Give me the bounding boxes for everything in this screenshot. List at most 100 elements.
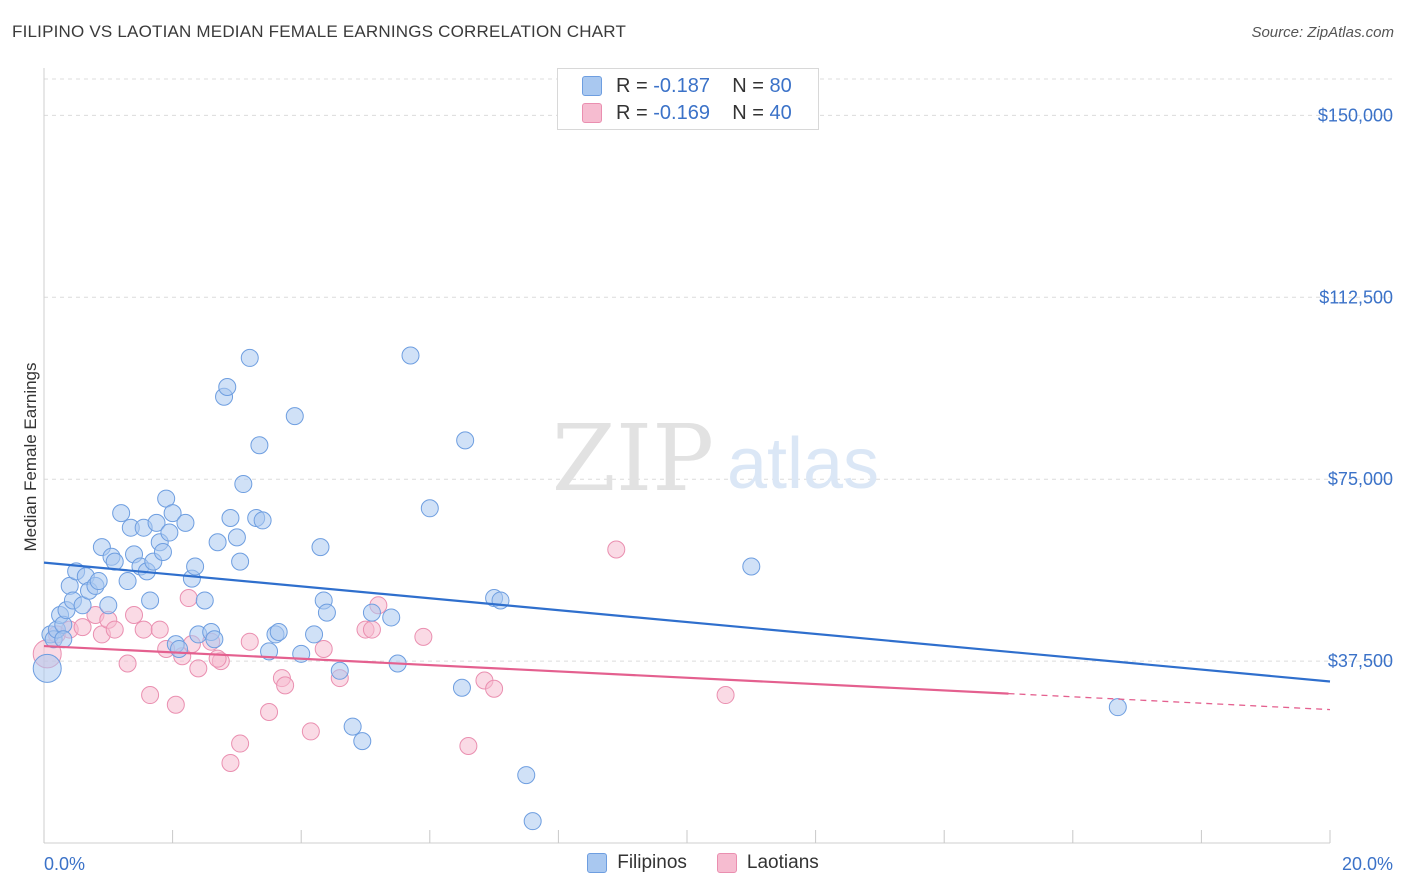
data-point [240,348,259,367]
legend-n-value: 40 [769,101,792,124]
data-point [517,766,536,785]
legend-item-filipinos[interactable]: Filipinos [587,852,687,874]
data-point [221,753,240,772]
watermark-atlas: atlas [727,424,879,504]
series-legend: Filipinos Laotians [0,852,1406,874]
data-point [253,511,272,530]
data-point [150,620,169,639]
data-point [186,557,205,576]
data-point [134,620,153,639]
filipinos-points [32,346,1127,831]
data-point [343,717,362,736]
data-point [118,654,137,673]
y-tick-label: $112,500 [1319,287,1393,307]
data-point [276,676,295,695]
trend-lines [43,561,1331,711]
data-point [485,679,504,698]
data-point [260,642,279,661]
data-point [305,625,324,644]
chart-source: Source: ZipAtlas.com [1251,24,1394,41]
data-point [179,589,198,608]
watermark-zip: ZIP [552,405,714,512]
data-point [153,542,172,561]
data-point [1108,698,1127,717]
legend-swatch-laotians [582,103,602,123]
y-tick-labels: $37,500 $75,000 $112,500 $150,000 [1318,105,1393,671]
data-point [607,540,626,559]
data-point [353,732,372,751]
data-point [523,812,542,831]
data-point [716,686,735,705]
data-point [362,620,381,639]
data-point [742,557,761,576]
correlation-legend: R = -0.187 N = 80 R = -0.169 N = 40 [557,68,819,130]
legend-label-laotians: Laotians [746,852,819,873]
data-point [414,627,433,646]
data-point [459,736,478,755]
data-point [54,630,73,649]
legend-swatch-laotians [716,853,737,873]
data-point [118,572,137,591]
data-point [208,533,227,552]
data-point [205,630,224,649]
data-point [231,734,250,753]
data-point [141,591,160,610]
data-point [147,513,166,532]
data-point [32,653,62,683]
y-tick-label: $150,000 [1318,105,1393,125]
data-point [382,608,401,627]
data-point [176,513,195,532]
axis-layer [43,68,1331,844]
legend-r-value: -0.187 [653,74,710,97]
data-point [218,378,237,397]
data-point [99,596,118,615]
data-point [160,523,179,542]
y-tick-label: $75,000 [1328,469,1393,489]
data-point [163,504,182,523]
data-point [362,603,381,622]
y-tick-label: $37,500 [1328,651,1393,671]
trend-line-laotians-extension [1008,692,1331,711]
legend-n-value: 80 [769,74,792,97]
data-point [105,620,124,639]
legend-swatch-filipinos [587,853,608,873]
data-point [285,407,304,426]
trend-line-filipinos [43,561,1331,683]
data-point [420,499,439,518]
data-point [314,639,333,658]
legend-r-label: R = [616,74,648,97]
data-point [208,649,227,668]
legend-label-filipinos: Filipinos [617,852,687,873]
data-point [112,504,131,523]
data-point [311,538,330,557]
data-point [269,622,288,641]
grid-layer [44,78,1395,662]
legend-row-filipinos: R = -0.187 N = 80 [582,73,792,99]
x-tick-label-min: 0.0% [44,854,85,874]
data-point [260,703,279,722]
data-point [231,552,250,571]
data-point [170,639,189,658]
data-point [301,722,320,741]
x-tick-label-max: 20.0% [1342,854,1393,874]
data-point [166,695,185,714]
legend-swatch-filipinos [582,76,602,96]
data-point [141,686,160,705]
legend-item-laotians[interactable]: Laotians [716,852,819,874]
laotians-points [32,540,735,772]
data-point [250,436,269,455]
legend-n-label: N = [732,101,764,124]
data-point [189,659,208,678]
data-point [89,572,108,591]
data-point [452,678,471,697]
y-axis-label: Median Female Earnings [21,363,40,552]
legend-r-label: R = [616,101,648,124]
legend-row-laotians: R = -0.169 N = 40 [582,100,792,126]
trend-line-laotians [43,644,1009,695]
data-point [234,475,253,494]
watermark: ZIP atlas [552,405,879,512]
data-point [240,632,259,651]
chart-title: FILIPINO VS LAOTIAN MEDIAN FEMALE EARNIN… [12,22,627,41]
legend-n-label: N = [732,74,764,97]
data-point [125,606,144,625]
